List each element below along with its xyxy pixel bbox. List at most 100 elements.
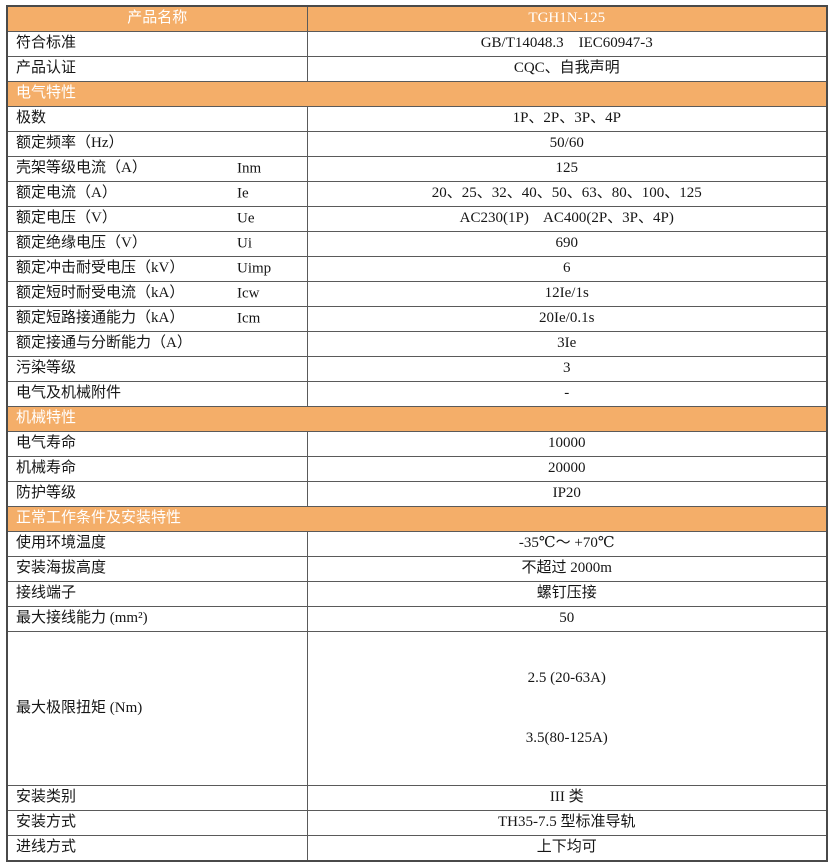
spec-symbol: Inm	[237, 159, 262, 176]
table-row: 安装方式 TH35-7.5 型标准导轨	[6, 810, 828, 836]
spec-label-cell: 额定电流（A） Ie	[6, 180, 308, 207]
spec-label: 额定绝缘电压（V）	[16, 234, 147, 251]
spec-value: 20000	[306, 455, 828, 482]
spec-label-cell: 电气寿命	[6, 430, 308, 457]
spec-label-cell: 最大极限扭矩 (Nm)	[6, 630, 308, 786]
spec-label: 电气寿命	[16, 434, 77, 451]
spec-value: AC230(1P) AC400(2P、3P、4P)	[306, 205, 828, 232]
spec-value: 50/60	[306, 130, 828, 157]
spec-symbol: Icw	[237, 284, 260, 301]
section-row: 机械特性	[6, 405, 828, 432]
spec-label: 安装方式	[16, 814, 77, 831]
spec-value: CQC、自我声明	[306, 55, 828, 82]
table-row: 污染等级 3	[6, 355, 828, 382]
spec-symbol: Ie	[237, 184, 249, 201]
table-row: 电气及机械附件 -	[6, 380, 828, 407]
spec-label: 额定电压（V）	[16, 209, 117, 226]
spec-value: 2.5 (20-63A) 3.5(80-125A)	[306, 630, 828, 786]
table-row: 额定接通与分断能力（A） 3Ie	[6, 330, 828, 357]
spec-value: 不超过 2000m	[306, 555, 828, 582]
table-row: 最大极限扭矩 (Nm) 2.5 (20-63A) 3.5(80-125A)	[6, 630, 828, 786]
spec-value: IP20	[306, 480, 828, 507]
table-row: 额定短路接通能力（kA） Icm 20Ie/0.1s	[6, 305, 828, 332]
spec-label-cell: 接线端子	[6, 580, 308, 607]
spec-label-cell: 壳架等级电流（A） Inm	[6, 155, 308, 182]
spec-value: TH35-7.5 型标准导轨	[306, 810, 828, 836]
spec-label-cell: 安装类别	[6, 785, 308, 811]
spec-label: 接线端子	[16, 584, 77, 601]
spec-value: 20、25、32、40、50、63、80、100、125	[306, 180, 828, 207]
section-header: 机械特性	[6, 405, 828, 432]
spec-value-line: 3.5(80-125A)	[525, 729, 608, 746]
table-row: 最大接线能力 (mm²) 50	[6, 605, 828, 632]
product-name-header: 产品名称	[6, 5, 308, 32]
spec-symbol: Ue	[237, 209, 255, 226]
section-header: 电气特性	[6, 80, 828, 107]
spec-label-cell: 极数	[6, 105, 308, 132]
product-model-header: TGH1N-125	[306, 5, 828, 32]
spec-label: 额定频率（Hz）	[16, 134, 124, 151]
spec-label: 污染等级	[16, 359, 77, 376]
spec-label: 极数	[16, 109, 47, 126]
spec-value: -35℃～ +70℃	[306, 530, 828, 557]
spec-label-cell: 电气及机械附件	[6, 380, 308, 407]
spec-label: 符合标准	[16, 34, 77, 51]
spec-label: 额定电流（A）	[16, 184, 117, 201]
spec-value: 1P、2P、3P、4P	[306, 105, 828, 132]
table-row: 机械寿命 20000	[6, 455, 828, 482]
spec-label: 进线方式	[16, 839, 77, 856]
table-row: 电气寿命 10000	[6, 430, 828, 457]
spec-value: 50	[306, 605, 828, 632]
table-row: 极数 1P、2P、3P、4P	[6, 105, 828, 132]
section-header: 正常工作条件及安装特性	[6, 505, 828, 532]
spec-value: 690	[306, 230, 828, 257]
table-row: 额定电流（A） Ie 20、25、32、40、50、63、80、100、125	[6, 180, 828, 207]
spec-label-cell: 额定短路接通能力（kA） Icm	[6, 305, 308, 332]
spec-symbol: Icm	[237, 309, 261, 326]
section-row: 电气特性	[6, 80, 828, 107]
spec-label: 安装类别	[16, 789, 77, 806]
table-row: 接线端子 螺钉压接	[6, 580, 828, 607]
table-row: 进线方式 上下均可	[6, 835, 828, 861]
spec-label-cell: 符合标准	[6, 30, 308, 57]
spec-value: 6	[306, 255, 828, 282]
spec-value: 3	[306, 355, 828, 382]
spec-label-cell: 额定接通与分断能力（A）	[6, 330, 308, 357]
spec-value-line: 2.5 (20-63A)	[527, 670, 606, 686]
spec-value: 10000	[306, 430, 828, 457]
table-row: 符合标准 GB/T14048.3 IEC60947-3	[6, 30, 828, 57]
spec-label-cell: 进线方式	[6, 835, 308, 861]
spec-label: 安装海拔高度	[16, 559, 107, 576]
spec-label: 防护等级	[16, 484, 77, 501]
table-row: 安装海拔高度 不超过 2000m	[6, 555, 828, 582]
spec-label-cell: 产品认证	[6, 55, 308, 82]
spec-label: 最大接线能力 (mm²)	[16, 609, 148, 626]
table-row: 安装类别 III 类	[6, 785, 828, 811]
spec-label-cell: 安装海拔高度	[6, 555, 308, 582]
spec-value: 20Ie/0.1s	[306, 305, 828, 332]
section-row: 正常工作条件及安装特性	[6, 505, 828, 532]
spec-value: 螺钉压接	[306, 580, 828, 607]
table-row: 壳架等级电流（A） Inm 125	[6, 155, 828, 182]
spec-label: 额定冲击耐受电压（kV）	[16, 259, 185, 276]
spec-value: 12Ie/1s	[306, 280, 828, 307]
table-row: 使用环境温度 -35℃～ +70℃	[6, 530, 828, 557]
spec-value: GB/T14048.3 IEC60947-3	[306, 30, 828, 57]
spec-label-cell: 安装方式	[6, 810, 308, 836]
spec-label-cell: 机械寿命	[6, 455, 308, 482]
spec-label-cell: 防护等级	[6, 480, 308, 507]
spec-value: III 类	[306, 785, 828, 811]
spec-label: 使用环境温度	[16, 534, 107, 551]
spec-value: 3Ie	[306, 330, 828, 357]
spec-symbol: Uimp	[237, 259, 272, 276]
table-row: 额定频率（Hz） 50/60	[6, 130, 828, 157]
spec-label: 壳架等级电流（A）	[16, 159, 147, 176]
spec-label: 额定短路接通能力（kA）	[16, 309, 185, 326]
spec-value: 上下均可	[306, 835, 828, 861]
table-row: 额定绝缘电压（V） Ui 690	[6, 230, 828, 257]
spec-label: 电气及机械附件	[16, 384, 122, 401]
table-row: 产品认证 CQC、自我声明	[6, 55, 828, 82]
spec-label-cell: 额定绝缘电压（V） Ui	[6, 230, 308, 257]
spec-label-cell: 最大接线能力 (mm²)	[6, 605, 308, 632]
